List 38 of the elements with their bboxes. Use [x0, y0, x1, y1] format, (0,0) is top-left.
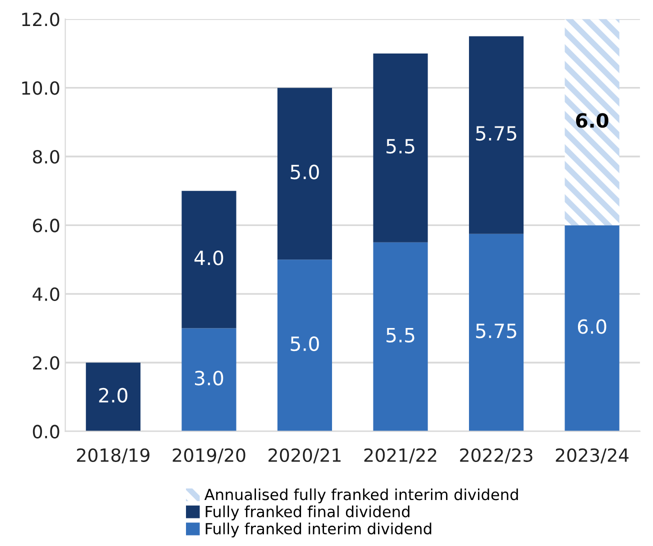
data-label: 6.0	[578, 319, 606, 334]
x-tick-label: 2020/21	[268, 448, 341, 464]
data-label: 5.5	[386, 139, 414, 154]
data-label: 3.0	[194, 370, 224, 386]
bar	[86, 362, 140, 432]
y-tick-label: 12.0	[22, 12, 60, 26]
legend-label: Annualised fully franked interim dividend	[204, 488, 518, 504]
data-label: 2.0	[99, 388, 128, 403]
x-tick-label: 2023/24	[556, 448, 629, 464]
bar	[564, 19, 620, 226]
data-label: 5.5	[386, 328, 414, 343]
y-tick-label: 6.0	[32, 218, 60, 232]
bar	[182, 328, 236, 432]
y-tick-label: 2.0	[33, 356, 60, 370]
data-label: 5.75	[476, 126, 516, 141]
data-label: 5.0	[290, 164, 319, 180]
bar	[277, 88, 332, 260]
bar	[468, 234, 524, 432]
data-label: 5.75	[476, 324, 516, 338]
bar	[182, 190, 236, 328]
bar	[277, 260, 332, 432]
bar	[564, 225, 620, 432]
y-tick-label: 0.0	[32, 424, 60, 438]
data-label: 6.0	[576, 113, 608, 128]
x-tick-label: 2021/22	[364, 448, 436, 464]
bar	[373, 53, 428, 242]
bar	[373, 242, 428, 432]
legend-label: Fully franked interim dividend	[206, 522, 432, 538]
x-tick-label: 2018/19	[77, 448, 150, 464]
y-tick-label: 8.0	[32, 150, 60, 164]
legend-label: Fully franked final dividend	[206, 506, 410, 520]
data-label: 4.0	[194, 250, 224, 266]
x-tick-label: 2022/23	[460, 448, 532, 464]
data-label: 5.0	[290, 336, 319, 352]
y-tick-label: 10.0	[22, 81, 60, 95]
bar	[468, 36, 524, 234]
y-tick-label: 4.0	[32, 287, 60, 302]
x-tick-label: 2019/20	[172, 448, 246, 464]
